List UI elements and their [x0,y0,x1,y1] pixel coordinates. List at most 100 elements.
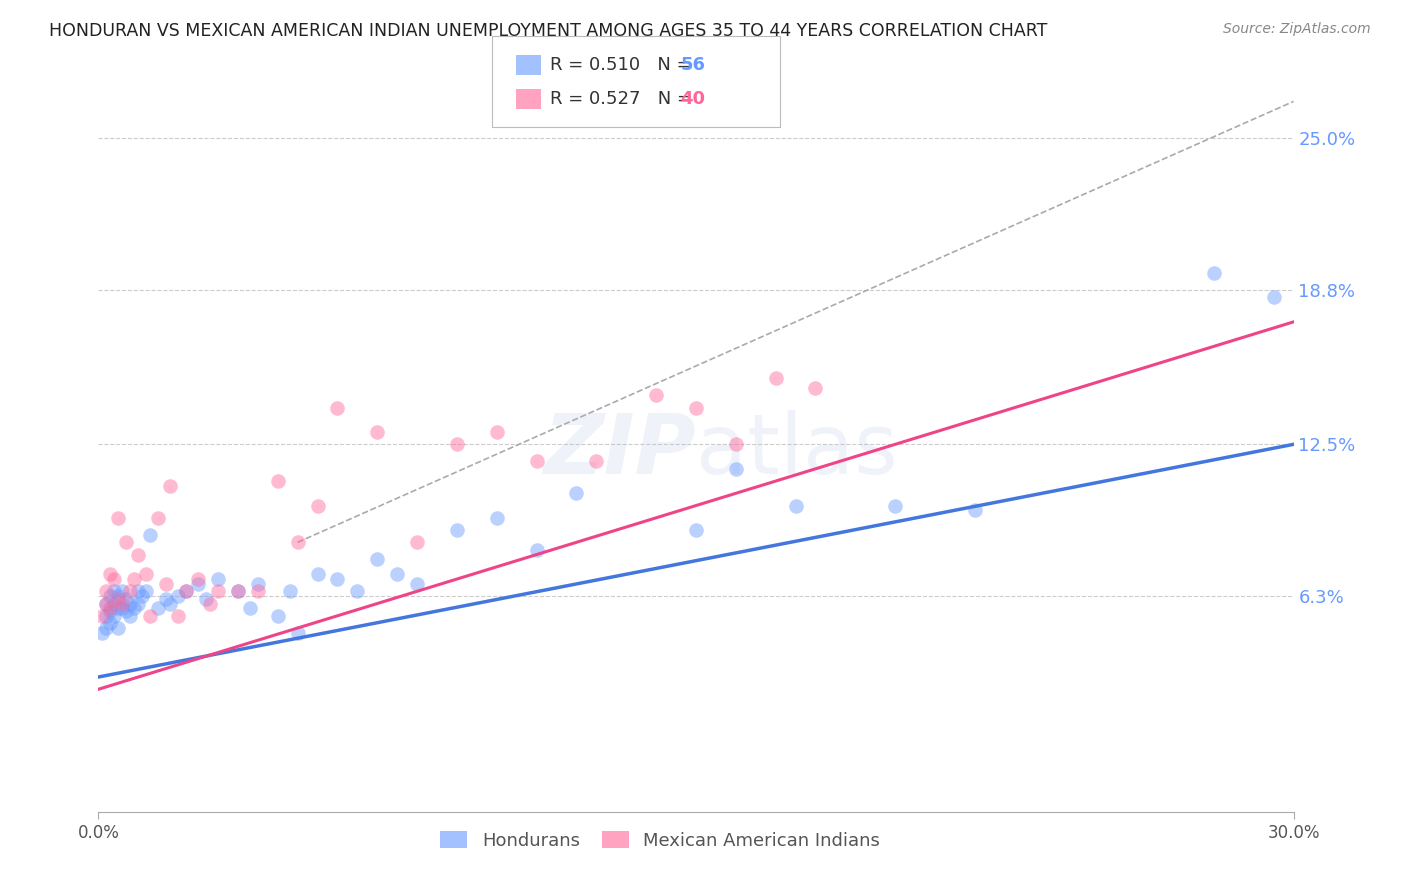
Point [96,597,118,611]
Point [103,608,125,623]
Point [267,474,290,488]
Point [111,601,134,615]
Point [685,401,707,415]
Point [107,591,129,606]
Point [366,425,388,439]
Point [91,626,114,640]
Point [159,479,181,493]
Point [406,577,429,591]
Point [804,381,827,395]
Point [645,388,668,402]
Point [385,567,409,582]
Point [278,584,301,599]
Point [884,499,907,513]
Point [346,584,368,599]
Point [187,572,209,586]
Point [98,616,122,631]
Point [187,577,209,591]
Point [226,584,249,599]
Point [446,437,468,451]
Point [131,589,153,603]
Point [585,454,607,468]
Point [139,608,162,623]
Point [103,597,125,611]
Point [135,584,157,599]
Point [307,499,329,513]
Point [103,584,125,599]
Point [326,401,349,415]
Point [174,584,197,599]
Point [98,604,122,618]
Point [91,608,114,623]
Point [724,437,747,451]
Text: 56: 56 [681,56,706,74]
Point [526,542,548,557]
Point [107,601,129,615]
Point [98,601,122,615]
Point [120,584,142,599]
Text: R = 0.527   N =: R = 0.527 N = [550,90,697,108]
Point [485,425,508,439]
Point [239,601,262,615]
Point [120,597,142,611]
Point [96,597,118,611]
Point [287,535,309,549]
Point [167,589,190,603]
Point [1263,290,1285,304]
Point [685,523,707,537]
Point [96,608,118,623]
Point [115,591,138,606]
Point [155,591,177,606]
Text: R = 0.510   N =: R = 0.510 N = [550,56,697,74]
Point [207,584,229,599]
Point [96,584,118,599]
Point [406,535,429,549]
Point [724,462,747,476]
Point [148,601,170,615]
Point [107,589,129,603]
Point [326,572,349,586]
Point [98,567,122,582]
Point [139,528,162,542]
Point [124,601,146,615]
Point [167,608,190,623]
Text: atlas: atlas [696,410,897,491]
Point [120,608,142,623]
Point [207,572,229,586]
Point [526,454,548,468]
Point [103,572,125,586]
Point [307,567,329,582]
Point [107,621,129,635]
Point [565,486,588,500]
Point [765,371,787,385]
Point [198,597,221,611]
Point [446,523,468,537]
Point [246,577,269,591]
Text: HONDURAN VS MEXICAN AMERICAN INDIAN UNEMPLOYMENT AMONG AGES 35 TO 44 YEARS CORRE: HONDURAN VS MEXICAN AMERICAN INDIAN UNEM… [49,22,1047,40]
Point [159,597,181,611]
Text: Source: ZipAtlas.com: Source: ZipAtlas.com [1223,22,1371,37]
Point [195,591,218,606]
Point [246,584,269,599]
Point [287,626,309,640]
Point [1202,266,1225,280]
Text: ZIP: ZIP [543,410,696,491]
Point [155,577,177,591]
Point [127,584,149,599]
Point [148,511,170,525]
Point [107,511,129,525]
Point [124,572,146,586]
Point [98,589,122,603]
Point [226,584,249,599]
Point [963,503,986,517]
Legend: Hondurans, Mexican American Indians: Hondurans, Mexican American Indians [433,823,887,857]
Point [111,597,134,611]
Point [127,548,149,562]
Point [485,511,508,525]
Point [96,621,118,635]
Point [115,604,138,618]
Point [135,567,157,582]
Point [115,535,138,549]
Point [267,608,290,623]
Point [111,584,134,599]
